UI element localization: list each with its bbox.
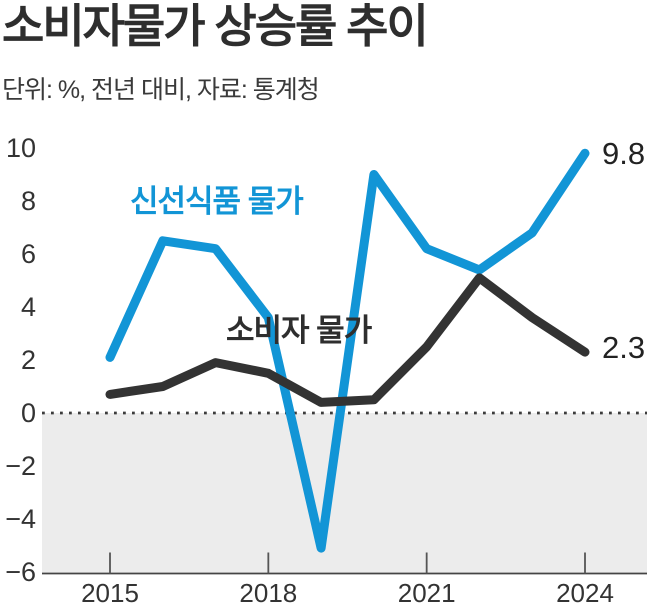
fresh-food-end-value: 9.8 xyxy=(602,136,646,171)
y-axis-tick-label: −4 xyxy=(5,504,36,534)
x-axis-tick-label: 2015 xyxy=(81,578,139,608)
y-axis-tick-label: 6 xyxy=(20,239,36,269)
x-axis-tick-label: 2024 xyxy=(556,578,614,608)
cpi-line xyxy=(105,273,590,407)
x-axis-tick-label: 2018 xyxy=(239,578,298,608)
cpi-end-value: 2.3 xyxy=(602,330,646,365)
fresh-food-line xyxy=(105,148,590,553)
fresh-food-series-label: 신선식품 물가 xyxy=(130,184,304,219)
y-axis-tick-label: −6 xyxy=(5,557,36,587)
y-axis-tick-label: 10 xyxy=(5,133,36,163)
cpi-series-label: 소비자 물가 xyxy=(226,313,372,348)
y-axis-tick-label: −2 xyxy=(5,451,36,481)
y-axis-tick-label: 8 xyxy=(20,186,36,216)
y-axis-tick-label: 2 xyxy=(20,345,36,375)
y-axis-tick-label: 4 xyxy=(20,292,36,322)
y-axis-tick-label: 0 xyxy=(20,398,36,428)
chart-subtitle: 단위: %, 전년 대비, 자료: 통계청 xyxy=(2,76,320,104)
page-title: 소비자물가 상승률 추이 xyxy=(2,0,429,52)
negative-area-shading xyxy=(42,413,647,574)
x-axis-tick-label: 2021 xyxy=(397,578,456,608)
